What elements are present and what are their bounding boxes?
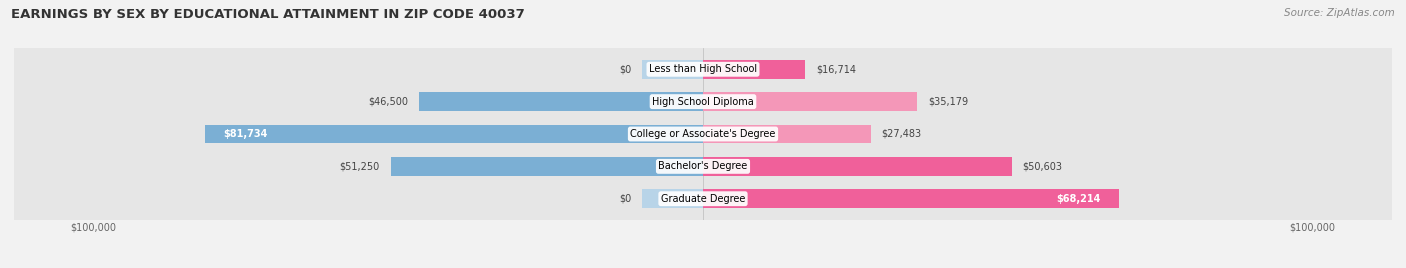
Text: $46,500: $46,500: [368, 97, 409, 107]
Text: College or Associate's Degree: College or Associate's Degree: [630, 129, 776, 139]
Text: Source: ZipAtlas.com: Source: ZipAtlas.com: [1284, 8, 1395, 18]
FancyBboxPatch shape: [14, 144, 1392, 188]
Text: $0: $0: [619, 64, 631, 74]
Text: $0: $0: [619, 194, 631, 204]
Text: $35,179: $35,179: [928, 97, 969, 107]
FancyBboxPatch shape: [14, 80, 1392, 124]
Bar: [703, 189, 1119, 208]
FancyBboxPatch shape: [14, 112, 1392, 156]
Bar: [703, 125, 870, 143]
Text: $51,250: $51,250: [339, 161, 380, 171]
Bar: [643, 189, 703, 208]
Text: Less than High School: Less than High School: [650, 64, 756, 74]
Text: High School Diploma: High School Diploma: [652, 97, 754, 107]
Bar: [391, 157, 703, 176]
Text: $16,714: $16,714: [815, 64, 856, 74]
Text: EARNINGS BY SEX BY EDUCATIONAL ATTAINMENT IN ZIP CODE 40037: EARNINGS BY SEX BY EDUCATIONAL ATTAINMEN…: [11, 8, 524, 21]
Text: Bachelor's Degree: Bachelor's Degree: [658, 161, 748, 171]
Bar: [419, 92, 703, 111]
Text: $68,214: $68,214: [1056, 194, 1101, 204]
FancyBboxPatch shape: [14, 47, 1392, 91]
Bar: [205, 125, 703, 143]
Text: Graduate Degree: Graduate Degree: [661, 194, 745, 204]
Text: $27,483: $27,483: [882, 129, 922, 139]
Text: $50,603: $50,603: [1022, 161, 1063, 171]
Bar: [703, 157, 1011, 176]
FancyBboxPatch shape: [14, 177, 1392, 221]
Text: $81,734: $81,734: [224, 129, 267, 139]
Bar: [643, 60, 703, 79]
Bar: [703, 60, 804, 79]
Bar: [703, 92, 918, 111]
